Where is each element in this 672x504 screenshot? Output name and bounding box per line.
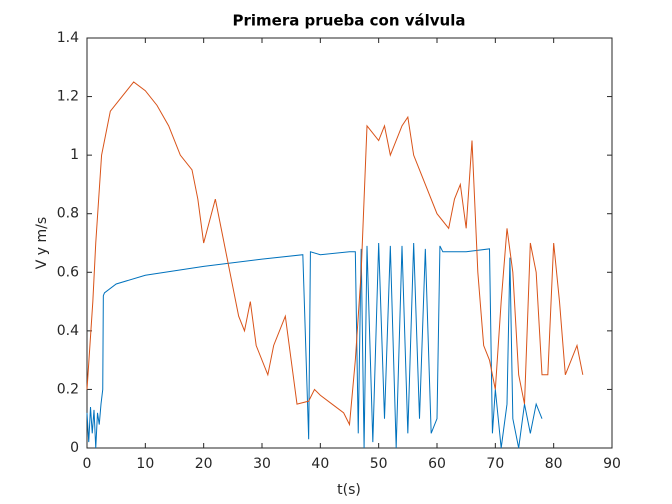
x-tick-label: 70 — [486, 456, 504, 472]
plot-frame — [86, 37, 613, 449]
x-tick-label: 60 — [428, 456, 446, 472]
y-tick-label: 0.8 — [57, 206, 79, 222]
x-axis-label: t(s) — [337, 482, 361, 498]
x-tick-label: 50 — [370, 456, 388, 472]
y-tick-label: 0.4 — [57, 323, 79, 339]
y-tick-label: 1 — [70, 147, 79, 163]
data-line — [86, 81, 584, 427]
x-tick-label: 90 — [603, 456, 621, 472]
y-tick-label: 0.6 — [57, 264, 79, 280]
chart-title: Primera prueba con válvula — [232, 12, 465, 30]
x-tick-label: 80 — [545, 456, 563, 472]
y-tick-label: 0.2 — [57, 381, 79, 397]
x-tick-label: 10 — [136, 456, 154, 472]
y-axis-label: V y m/s — [34, 217, 50, 269]
x-tick-label: 40 — [311, 456, 329, 472]
y-tick-label: 0 — [70, 440, 79, 456]
x-tick-label: 20 — [195, 456, 213, 472]
y-tick-label: 1.4 — [57, 30, 79, 46]
y-tick-label: 1.2 — [57, 89, 79, 105]
data-line — [86, 242, 543, 449]
x-tick-label: 0 — [83, 456, 92, 472]
x-tick-label: 30 — [253, 456, 271, 472]
